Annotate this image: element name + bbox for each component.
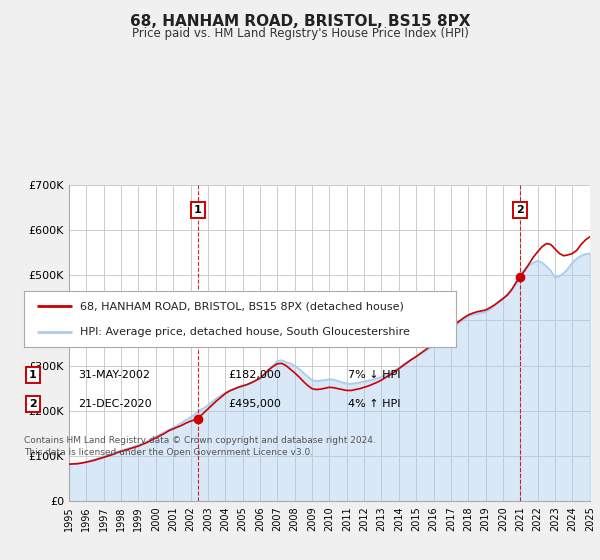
Text: Price paid vs. HM Land Registry's House Price Index (HPI): Price paid vs. HM Land Registry's House … (131, 27, 469, 40)
Text: HPI: Average price, detached house, South Gloucestershire: HPI: Average price, detached house, Sout… (80, 327, 410, 337)
Text: 7% ↓ HPI: 7% ↓ HPI (348, 370, 401, 380)
Text: 4% ↑ HPI: 4% ↑ HPI (348, 399, 401, 409)
Text: £495,000: £495,000 (228, 399, 281, 409)
Text: 2: 2 (516, 204, 524, 214)
Text: 21-DEC-2020: 21-DEC-2020 (78, 399, 152, 409)
Text: 68, HANHAM ROAD, BRISTOL, BS15 8PX: 68, HANHAM ROAD, BRISTOL, BS15 8PX (130, 14, 470, 29)
Text: This data is licensed under the Open Government Licence v3.0.: This data is licensed under the Open Gov… (24, 448, 313, 457)
Text: Contains HM Land Registry data © Crown copyright and database right 2024.: Contains HM Land Registry data © Crown c… (24, 436, 376, 445)
Text: £182,000: £182,000 (228, 370, 281, 380)
Text: 1: 1 (29, 370, 37, 380)
Text: 68, HANHAM ROAD, BRISTOL, BS15 8PX (detached house): 68, HANHAM ROAD, BRISTOL, BS15 8PX (deta… (80, 301, 404, 311)
Text: 31-MAY-2002: 31-MAY-2002 (78, 370, 150, 380)
Text: 2: 2 (29, 399, 37, 409)
Text: 1: 1 (194, 204, 202, 214)
